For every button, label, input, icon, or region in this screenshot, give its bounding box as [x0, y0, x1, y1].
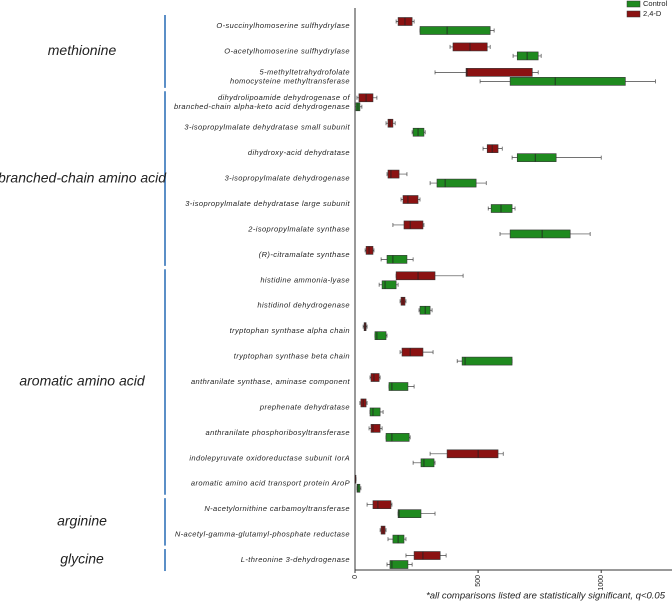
group-label: branched-chain amino acid	[0, 169, 167, 185]
box	[372, 500, 392, 509]
x-tick-label: 500	[475, 575, 482, 587]
category-label: histidine ammonia-lyase	[260, 275, 350, 284]
box	[370, 373, 380, 382]
category-label: 2-isopropylmalate synthase	[247, 224, 350, 233]
category-label: 3-isopropylmalate dehydratase small subu…	[184, 123, 350, 132]
box	[365, 246, 374, 255]
box	[385, 433, 410, 442]
box	[490, 204, 513, 213]
box	[403, 220, 424, 230]
category-label: aromatic amino acid transport protein Ar…	[191, 479, 350, 488]
category-label: histidinol dehydrogenase	[257, 301, 350, 310]
box	[356, 483, 361, 493]
x-tick-label: 0	[352, 575, 359, 579]
category-label: O-acetylhomoserine sulfhydrylase	[224, 46, 350, 55]
box	[397, 509, 422, 518]
category-label: 3-isopropylmalate dehydratase large subu…	[185, 199, 350, 208]
category-label: anthranilate phosphoribosyltransferase	[206, 428, 350, 437]
category-label: N-acetyl-gamma-glutamyl-phosphate reduct…	[175, 530, 350, 539]
category-label: 3-isopropylmalate dehydrogenase	[225, 174, 350, 183]
box	[370, 424, 381, 433]
box	[486, 144, 499, 153]
box	[369, 407, 381, 417]
box	[412, 127, 425, 137]
box	[509, 229, 571, 239]
box	[402, 195, 419, 204]
box	[436, 178, 477, 188]
category-label: anthranilate synthase, aminase component	[191, 377, 351, 386]
category-label: prephenate dehydratase	[259, 402, 350, 411]
box	[419, 26, 491, 35]
box	[388, 382, 409, 391]
box	[374, 331, 387, 340]
category-label: indolepyruvate oxidoreductase subunit Io…	[189, 453, 350, 462]
category-label: L-threonine 3-dehydrogenase	[241, 555, 350, 564]
box	[386, 255, 408, 264]
box	[446, 449, 499, 459]
category-label: tryptophan synthase alpha chain	[230, 326, 350, 335]
box	[465, 68, 533, 77]
box	[395, 271, 436, 281]
box	[516, 51, 539, 61]
x-tick-label: 1000	[598, 575, 605, 591]
category-label: 5-methyltetrahydrofolate homocysteine met…	[230, 67, 350, 85]
category-label: tryptophan synthase beta chain	[234, 352, 350, 361]
category-label: O-succinylhomoserine sulfhydrylase	[216, 21, 350, 30]
category-label: dihydroxy-acid dehydratase	[248, 148, 350, 157]
box	[389, 560, 409, 569]
group-label: methionine	[48, 42, 117, 58]
group-label: glycine	[60, 551, 104, 567]
category-label: dihydrolipoamide dehydrogenase of branche…	[174, 93, 351, 111]
legend-swatch	[626, 10, 641, 18]
legend-label: 2,4-D	[643, 9, 662, 18]
box	[381, 280, 397, 290]
box	[387, 118, 394, 128]
box	[516, 153, 557, 162]
legend-swatch	[626, 0, 641, 8]
box	[401, 347, 424, 357]
category-label: (R)-citramalate synthase	[259, 250, 350, 259]
box	[461, 356, 513, 366]
footnote: *all comparisons listed are statisticall…	[426, 591, 666, 602]
group-label: aromatic amino acid	[19, 373, 145, 389]
box	[413, 551, 441, 560]
legend-label: Control	[643, 0, 668, 8]
category-label: N-acetylornithine carbamoyltransferase	[204, 504, 350, 513]
group-label: arginine	[57, 513, 107, 529]
box	[387, 169, 400, 179]
box	[420, 458, 435, 468]
box	[509, 77, 626, 86]
